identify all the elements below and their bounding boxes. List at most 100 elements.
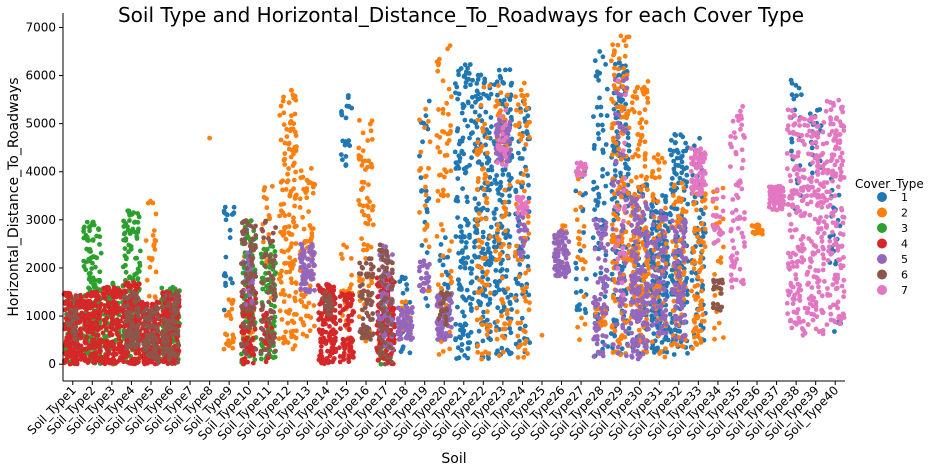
data-point-cover-type-1 <box>669 267 675 273</box>
data-point-cover-type-1 <box>489 164 494 170</box>
data-point-cover-type-4 <box>319 343 324 349</box>
data-point-cover-type-2 <box>436 352 442 357</box>
data-point-cover-type-2 <box>609 237 615 243</box>
data-point-cover-type-4 <box>111 299 117 305</box>
data-point-cover-type-1 <box>463 69 469 75</box>
data-point-cover-type-1 <box>477 300 482 306</box>
data-point-cover-type-2 <box>417 117 422 123</box>
data-point-cover-type-2 <box>441 129 447 135</box>
data-point-cover-type-4 <box>81 347 87 352</box>
data-point-cover-type-2 <box>493 257 499 263</box>
data-point-cover-type-2 <box>512 295 518 301</box>
data-point-cover-type-1 <box>677 175 683 181</box>
data-point-cover-type-2 <box>494 336 500 342</box>
data-point-cover-type-2 <box>623 229 629 235</box>
data-point-cover-type-2 <box>152 237 158 243</box>
data-point-cover-type-1 <box>465 100 471 106</box>
data-point-cover-type-2 <box>278 291 284 297</box>
data-point-cover-type-2 <box>485 309 490 314</box>
data-point-cover-type-3 <box>82 224 87 230</box>
data-point-cover-type-1 <box>460 186 465 192</box>
data-point-cover-type-4 <box>342 297 347 303</box>
data-point-cover-type-1 <box>525 173 531 178</box>
data-point-cover-type-2 <box>307 283 313 289</box>
data-point-cover-type-1 <box>669 152 674 158</box>
data-point-cover-type-1 <box>503 274 509 279</box>
data-point-cover-type-2 <box>609 222 615 228</box>
data-point-cover-type-2 <box>713 205 719 211</box>
data-point-cover-type-2 <box>699 278 705 284</box>
data-point-cover-type-1 <box>419 243 425 248</box>
data-point-cover-type-1 <box>605 171 610 177</box>
data-point-cover-type-2 <box>447 248 452 254</box>
data-point-cover-type-4 <box>131 280 137 285</box>
data-point-cover-type-2 <box>278 137 284 143</box>
data-point-cover-type-2 <box>618 33 624 39</box>
data-point-cover-type-4 <box>347 291 353 297</box>
data-point-cover-type-1 <box>789 139 795 145</box>
data-point-cover-type-2 <box>643 119 649 125</box>
data-point-cover-type-4 <box>349 312 355 317</box>
data-point-cover-type-2 <box>692 319 698 325</box>
data-point-cover-type-3 <box>122 253 128 259</box>
data-point-cover-type-2 <box>506 321 512 327</box>
data-point-cover-type-4 <box>376 357 381 363</box>
data-point-cover-type-4 <box>135 358 141 363</box>
data-point-cover-type-1 <box>485 207 490 213</box>
data-point-cover-type-2 <box>578 204 584 210</box>
data-point-cover-type-4 <box>113 308 119 314</box>
data-point-cover-type-2 <box>438 285 444 291</box>
data-point-cover-type-5 <box>307 289 312 295</box>
data-point-cover-type-2 <box>523 270 528 276</box>
data-point-cover-type-4 <box>340 336 346 342</box>
data-point-cover-type-4 <box>78 326 84 332</box>
data-point-cover-type-1 <box>697 135 702 141</box>
data-point-cover-type-2 <box>282 213 288 219</box>
data-point-cover-type-2 <box>289 241 295 247</box>
data-point-cover-type-1 <box>465 65 470 71</box>
data-point-cover-type-4 <box>345 321 351 327</box>
data-point-cover-type-4 <box>337 303 343 309</box>
data-point-cover-type-2 <box>577 337 582 343</box>
data-point-cover-type-1 <box>494 282 500 288</box>
data-point-cover-type-4 <box>67 345 73 350</box>
data-point-cover-type-1 <box>612 168 618 173</box>
data-point-cover-type-1 <box>609 196 615 202</box>
data-point-cover-type-1 <box>343 115 349 121</box>
data-point-cover-type-2 <box>277 271 283 277</box>
data-point-cover-type-2 <box>487 83 493 89</box>
data-point-cover-type-2 <box>427 139 433 145</box>
data-point-cover-type-4 <box>104 315 110 321</box>
data-point-cover-type-1 <box>677 329 683 334</box>
data-point-cover-type-4 <box>120 315 126 320</box>
data-point-cover-type-2 <box>514 243 519 249</box>
data-point-cover-type-2 <box>671 193 676 198</box>
data-point-cover-type-2 <box>488 290 493 296</box>
data-point-cover-type-2 <box>690 346 695 351</box>
data-point-cover-type-1 <box>407 350 413 356</box>
data-point-cover-type-2 <box>277 112 283 118</box>
data-point-cover-type-2 <box>356 145 362 151</box>
data-point-cover-type-1 <box>691 143 697 149</box>
data-point-cover-type-1 <box>526 195 532 201</box>
data-point-cover-type-1 <box>679 164 685 170</box>
data-point-cover-type-1 <box>583 310 589 316</box>
data-point-cover-type-2 <box>519 93 525 98</box>
data-point-cover-type-1 <box>346 103 352 109</box>
data-point-cover-type-2 <box>286 100 292 106</box>
data-point-cover-type-1 <box>671 158 677 164</box>
data-point-cover-type-1 <box>477 113 482 119</box>
data-point-cover-type-2 <box>611 191 617 197</box>
data-point-cover-type-1 <box>417 153 422 159</box>
data-point-cover-type-1 <box>456 250 461 256</box>
data-point-cover-type-2 <box>286 247 291 253</box>
data-point-cover-type-1 <box>526 292 532 298</box>
data-point-cover-type-4 <box>110 292 116 298</box>
data-point-cover-type-2 <box>488 234 493 240</box>
data-point-cover-type-1 <box>500 79 506 85</box>
data-point-cover-type-4 <box>250 335 256 341</box>
data-point-cover-type-1 <box>478 72 484 78</box>
data-point-cover-type-2 <box>423 173 429 179</box>
data-point-cover-type-1 <box>789 148 794 154</box>
data-point-cover-type-2 <box>628 178 634 184</box>
